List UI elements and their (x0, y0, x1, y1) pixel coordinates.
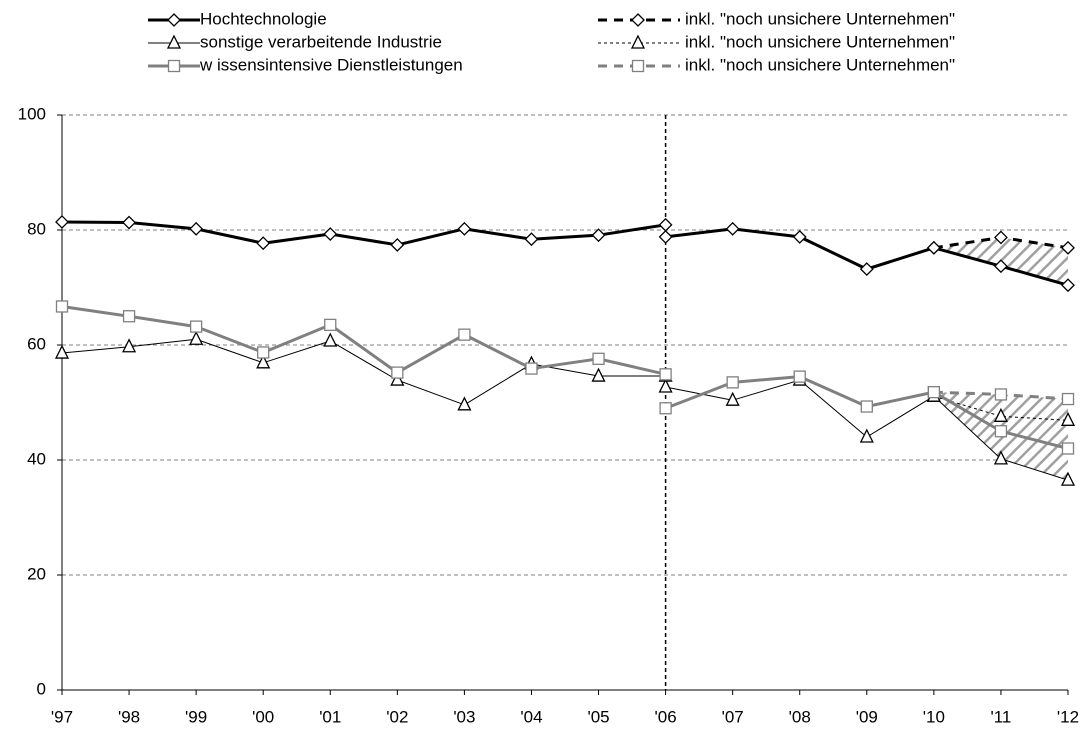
marker (659, 402, 672, 415)
marker (189, 320, 203, 333)
marker (631, 13, 645, 27)
marker (390, 238, 405, 252)
legend-label: sonstige verarbeitende Industrie (200, 32, 442, 51)
marker (256, 236, 271, 251)
marker (859, 262, 874, 277)
x-tick-label: '06 (655, 707, 677, 726)
marker (1060, 471, 1076, 486)
marker (658, 217, 673, 232)
marker (390, 371, 405, 386)
marker (591, 367, 606, 382)
marker (323, 227, 338, 241)
x-tick-label: '04 (520, 707, 542, 726)
marker (324, 318, 337, 332)
marker (1060, 411, 1076, 426)
x-tick-label: '08 (789, 707, 811, 726)
marker (122, 310, 136, 323)
marker (792, 229, 807, 244)
x-tick-label: '05 (587, 707, 609, 726)
marker (122, 215, 136, 230)
x-tick-label: '03 (453, 707, 475, 726)
x-tick-label: '02 (386, 707, 408, 726)
x-tick-label: '00 (252, 707, 274, 726)
marker (860, 400, 873, 413)
legend-label: w issensintensive Dienstleistungen (199, 55, 463, 74)
marker (55, 300, 69, 313)
marker (591, 228, 606, 243)
marker (189, 221, 204, 236)
legend-label: Hochtechnologie (200, 9, 327, 28)
x-tick-label: '97 (51, 707, 73, 726)
legend-label: inkl. "noch unsichere Unternehmen" (685, 55, 955, 74)
marker (122, 338, 137, 353)
y-tick-label: 20 (27, 564, 46, 583)
marker (927, 385, 941, 399)
marker (859, 428, 874, 443)
legend-label: inkl. "noch unsichere Unternehmen" (685, 9, 955, 28)
legend-label: inkl. "noch unsichere Unternehmen" (685, 32, 955, 51)
marker (1061, 240, 1075, 255)
marker (458, 328, 471, 341)
marker (167, 59, 181, 73)
marker (725, 221, 740, 236)
y-tick-label: 100 (18, 104, 46, 123)
x-tick-label: '11 (990, 707, 1011, 726)
x-tick-label: '12 (1057, 707, 1079, 726)
line (61, 338, 666, 406)
line (61, 220, 666, 247)
marker (167, 13, 181, 27)
marker (659, 368, 672, 381)
marker (630, 34, 646, 49)
marker (55, 215, 69, 229)
marker (257, 346, 270, 359)
x-tick-label: '07 (722, 707, 744, 726)
x-tick-label: '99 (185, 707, 207, 726)
y-tick-label: 60 (27, 334, 46, 353)
x-tick-label: '98 (118, 707, 140, 726)
marker (994, 425, 1008, 438)
hatch-area (933, 396, 1068, 481)
marker (1061, 278, 1075, 293)
y-tick-label: 40 (27, 449, 46, 468)
marker (793, 370, 806, 383)
marker (457, 221, 472, 236)
marker (524, 232, 539, 247)
marker (926, 240, 941, 255)
line (933, 395, 1069, 421)
x-tick-label: '10 (923, 707, 945, 726)
y-tick-label: 0 (37, 679, 46, 698)
line (61, 304, 666, 376)
marker (993, 407, 1008, 422)
marker (166, 34, 182, 49)
marker (1061, 392, 1075, 406)
marker (725, 391, 740, 406)
marker (993, 450, 1008, 465)
marker (994, 259, 1008, 274)
x-tick-label: '01 (319, 707, 341, 726)
marker (525, 362, 538, 375)
y-tick-label: 80 (27, 219, 46, 238)
marker (658, 378, 673, 393)
marker (1061, 442, 1075, 455)
marker (54, 344, 70, 359)
marker (189, 330, 204, 345)
marker (323, 332, 338, 347)
marker (658, 229, 673, 244)
marker (726, 376, 739, 389)
marker (457, 396, 472, 411)
marker (391, 366, 404, 379)
x-tick-label: '09 (856, 707, 878, 726)
marker (994, 230, 1008, 245)
marker (631, 59, 645, 73)
marker (994, 388, 1008, 401)
marker (256, 354, 271, 369)
marker (592, 352, 605, 365)
